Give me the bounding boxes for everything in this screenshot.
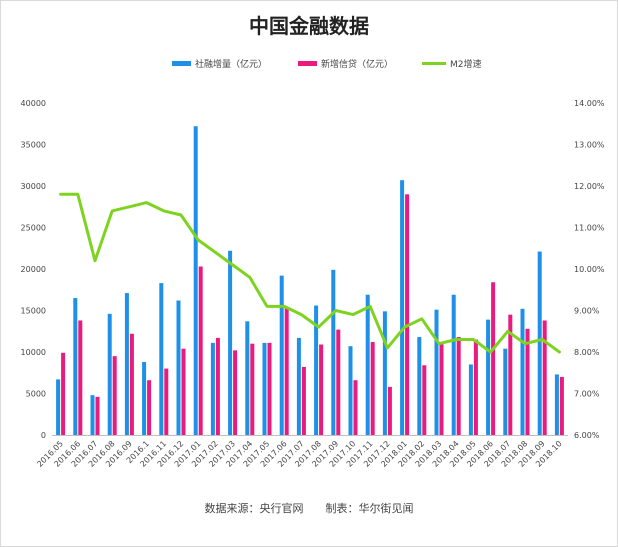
bar-social-financing bbox=[176, 300, 181, 435]
bar-social-financing bbox=[314, 305, 319, 435]
bar-social-financing bbox=[142, 361, 147, 435]
bar-social-financing bbox=[296, 337, 301, 435]
bar-social-financing bbox=[245, 321, 250, 435]
bar-social-financing bbox=[537, 251, 542, 435]
legend-label-social-financing: 社融增量（亿元） bbox=[195, 58, 267, 70]
bar-new-loans bbox=[525, 328, 530, 435]
bar-new-loans bbox=[112, 356, 117, 435]
bar-new-loans bbox=[61, 352, 66, 435]
bar-social-financing bbox=[193, 126, 198, 436]
bar-new-loans bbox=[198, 266, 203, 435]
bar-social-financing bbox=[90, 395, 95, 435]
line-m2-growth bbox=[59, 192, 561, 354]
bar-new-loans bbox=[353, 380, 358, 435]
bar-new-loans bbox=[78, 320, 83, 435]
right-tick-label: 10.00% bbox=[574, 265, 605, 274]
left-tick-label: 35000 bbox=[21, 141, 46, 150]
right-tick-label: 6.00% bbox=[574, 431, 600, 440]
bar-new-loans bbox=[147, 380, 152, 435]
bar-new-loans bbox=[370, 342, 375, 435]
left-tick-label: 25000 bbox=[21, 224, 46, 233]
right-tick-label: 8.00% bbox=[574, 348, 600, 357]
bar-new-loans bbox=[95, 396, 100, 435]
bar-new-loans bbox=[491, 282, 496, 435]
bar-new-loans bbox=[233, 350, 238, 435]
bar-social-financing bbox=[486, 319, 491, 435]
right-tick-label: 14.00% bbox=[574, 99, 605, 108]
legend-label-new-loans: 新增信贷（亿元） bbox=[321, 58, 393, 70]
bar-new-loans bbox=[456, 337, 461, 435]
bars bbox=[56, 126, 564, 436]
left-tick-label: 5000 bbox=[26, 390, 46, 399]
right-tick-label: 9.00% bbox=[574, 307, 600, 316]
right-tick-label: 13.00% bbox=[574, 141, 605, 150]
bar-social-financing bbox=[503, 348, 508, 435]
bar-new-loans bbox=[250, 343, 255, 435]
bar-new-loans bbox=[129, 333, 134, 435]
legend-label-m2-growth: M2增速 bbox=[450, 58, 482, 70]
bar-new-loans bbox=[336, 329, 341, 435]
bar-new-loans bbox=[387, 386, 392, 435]
left-axis: 0 5000 10000 15000 20000 25000 30000 35000 40000 bbox=[21, 99, 46, 440]
source-note: 数据来源：央行官网 制表：华尔街见闻 bbox=[205, 501, 414, 515]
bar-social-financing bbox=[262, 342, 267, 435]
bar-social-financing bbox=[365, 294, 370, 435]
bar-social-financing bbox=[331, 269, 336, 435]
bar-social-financing bbox=[400, 180, 405, 435]
bar-social-financing bbox=[279, 275, 284, 435]
bar-social-financing bbox=[210, 342, 215, 435]
bar-new-loans bbox=[422, 365, 427, 435]
bar-new-loans bbox=[473, 339, 478, 435]
bar-social-financing bbox=[56, 379, 61, 435]
bar-new-loans bbox=[284, 307, 289, 435]
bar-social-financing bbox=[348, 346, 353, 435]
bar-social-financing bbox=[107, 313, 112, 435]
legend-swatch-new-loans bbox=[298, 61, 317, 66]
left-tick-label: 10000 bbox=[21, 348, 46, 357]
bar-new-loans bbox=[508, 314, 513, 435]
bar-new-loans bbox=[164, 368, 169, 435]
bar-social-financing bbox=[554, 374, 559, 435]
bar-social-financing bbox=[124, 293, 129, 435]
left-tick-label: 0 bbox=[41, 431, 46, 440]
left-tick-label: 15000 bbox=[21, 307, 46, 316]
bar-new-loans bbox=[215, 337, 220, 435]
right-tick-label: 11.00% bbox=[574, 224, 605, 233]
bar-social-financing bbox=[434, 309, 439, 435]
bar-new-loans bbox=[542, 320, 547, 435]
left-tick-label: 30000 bbox=[21, 182, 46, 191]
bar-social-financing bbox=[451, 294, 456, 435]
right-tick-label: 7.00% bbox=[574, 390, 600, 399]
legend: 社融增量（亿元） 新增信贷（亿元） M2增速 bbox=[172, 58, 482, 70]
bar-social-financing bbox=[159, 283, 164, 435]
bar-new-loans bbox=[267, 342, 272, 435]
bar-social-financing bbox=[520, 308, 525, 435]
bar-new-loans bbox=[559, 376, 564, 435]
right-tick-label: 12.00% bbox=[574, 182, 605, 191]
chart-title: 中国金融数据 bbox=[249, 14, 369, 38]
bar-social-financing bbox=[468, 364, 473, 435]
left-tick-label: 40000 bbox=[21, 99, 46, 108]
bar-social-financing bbox=[228, 250, 233, 435]
bar-social-financing bbox=[417, 337, 422, 435]
m2-growth-line-layer bbox=[59, 192, 561, 354]
bar-new-loans bbox=[301, 366, 306, 435]
bar-new-loans bbox=[405, 194, 410, 435]
bar-new-loans bbox=[181, 348, 186, 435]
bar-social-financing bbox=[73, 298, 78, 435]
bar-social-financing bbox=[382, 311, 387, 435]
bar-new-loans bbox=[439, 342, 444, 435]
x-axis: 2016.052016.062016.072016.082016.092016.… bbox=[35, 439, 564, 469]
left-tick-label: 20000 bbox=[21, 265, 46, 274]
legend-swatch-social-financing bbox=[172, 61, 191, 66]
right-axis: 6.00% 7.00% 8.00% 9.00% 10.00% 11.00% 12.00% 13… bbox=[574, 99, 605, 440]
bar-new-loans bbox=[319, 344, 324, 435]
